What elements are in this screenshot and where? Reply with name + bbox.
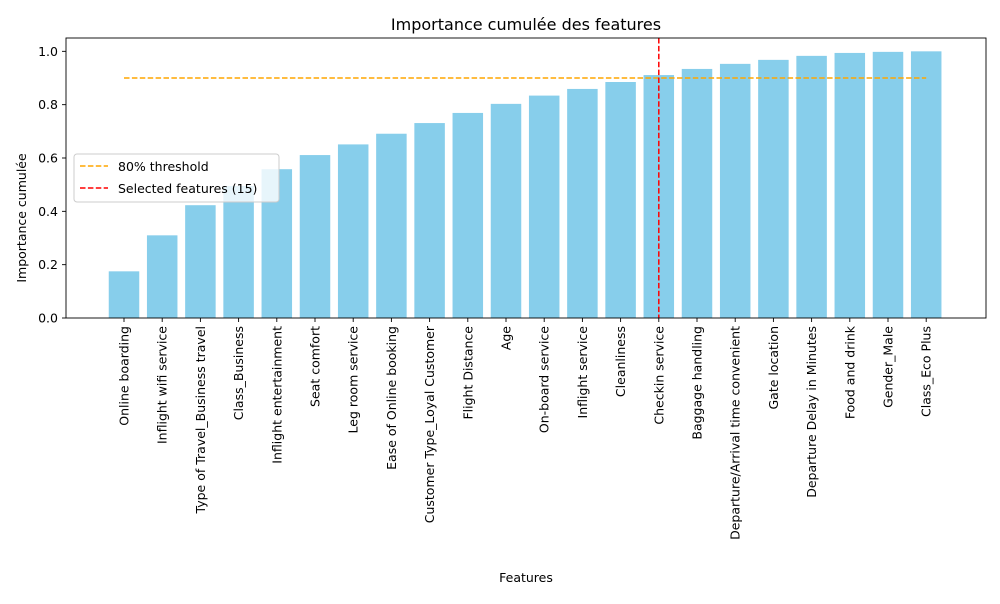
bars-layer [108,51,942,318]
y-tick-label: 0.0 [38,311,58,326]
x-tick-label: Class_Business [231,326,246,420]
bar-gender-male [872,51,904,318]
y-tick-labels: 0.0 0.2 0.4 0.6 0.8 1.0 [38,44,58,326]
x-tick-label: Type of Travel_Business travel [193,326,208,514]
bar-ease-of-online-booking [376,133,407,318]
bar-seat-comfort [299,155,331,318]
bar-inflight-wifi-service [146,235,178,318]
bar-baggage-handling [681,68,713,318]
bar-departure-arrival-time-convenient [719,63,751,318]
x-tick-label: Baggage handling [690,326,705,440]
bar-food-and-drink [834,52,866,318]
legend-box [73,153,280,203]
y-tick-label: 0.8 [38,97,58,112]
bar-cleanliness [605,82,636,318]
x-tick-label: Customer Type_Loyal Customer [422,325,437,523]
bar-class-eco-plus [910,51,942,318]
x-tick-label: Age [499,326,514,350]
bar-customer-type-loyal-customer [414,123,445,318]
y-tick-label: 0.2 [38,257,58,272]
x-tick-label: Departure/Arrival time convenient [728,326,743,540]
x-tick-label: Inflight entertainment [269,326,284,464]
reference-lines-layer [124,38,927,318]
bar-type-of-travel-business-travel [185,205,216,318]
x-tick-label: Flight Distance [460,326,475,420]
x-tick-label: Gender_Male [881,326,896,408]
bar-leg-room-service [337,144,369,318]
chart-title: Importance cumulée des features [391,15,661,34]
y-axis-label: Importance cumulée [14,153,29,283]
x-tick-label: Gate location [766,326,781,410]
plot-frame [65,37,987,319]
x-tick-label: Inflight service [575,326,590,419]
axes-layer [62,37,987,322]
y-tick-label: 1.0 [38,44,58,59]
x-axis-label: Features [499,570,553,585]
x-tick-label: Food and drink [842,325,857,419]
x-tick-label: Cleanliness [613,326,628,397]
legend-selected-label: Selected features (15) [118,181,257,196]
bar-class-business [223,186,254,318]
bar-departure-delay-in-minutes [796,55,827,318]
y-tick-label: 0.6 [38,151,58,166]
bar-age [490,103,522,318]
x-tick-labels: Online boarding Inflight wifi service Type… [117,325,934,540]
bar-online-boarding [108,271,140,318]
x-tick-label: Checkin service [651,326,666,425]
legend: 80% threshold Selected features (15) [73,153,280,203]
x-tick-label: Class_Eco Plus [919,326,934,417]
y-tick-label: 0.4 [38,204,58,219]
legend-threshold-label: 80% threshold [118,159,209,174]
x-tick-label: Departure Delay in Minutes [804,326,819,498]
x-tick-label: Ease of Online booking [384,326,399,470]
x-tick-label: On-board service [537,326,552,433]
bar-gate-location [758,59,789,318]
x-tick-label: Seat comfort [308,326,323,407]
bar-on-board-service [528,95,560,318]
x-tick-label: Leg room service [346,326,361,434]
x-tick-label: Inflight wifi service [155,326,170,444]
bar-inflight-service [567,88,598,318]
x-tick-label: Online boarding [117,326,132,426]
bar-flight-distance [452,112,484,318]
